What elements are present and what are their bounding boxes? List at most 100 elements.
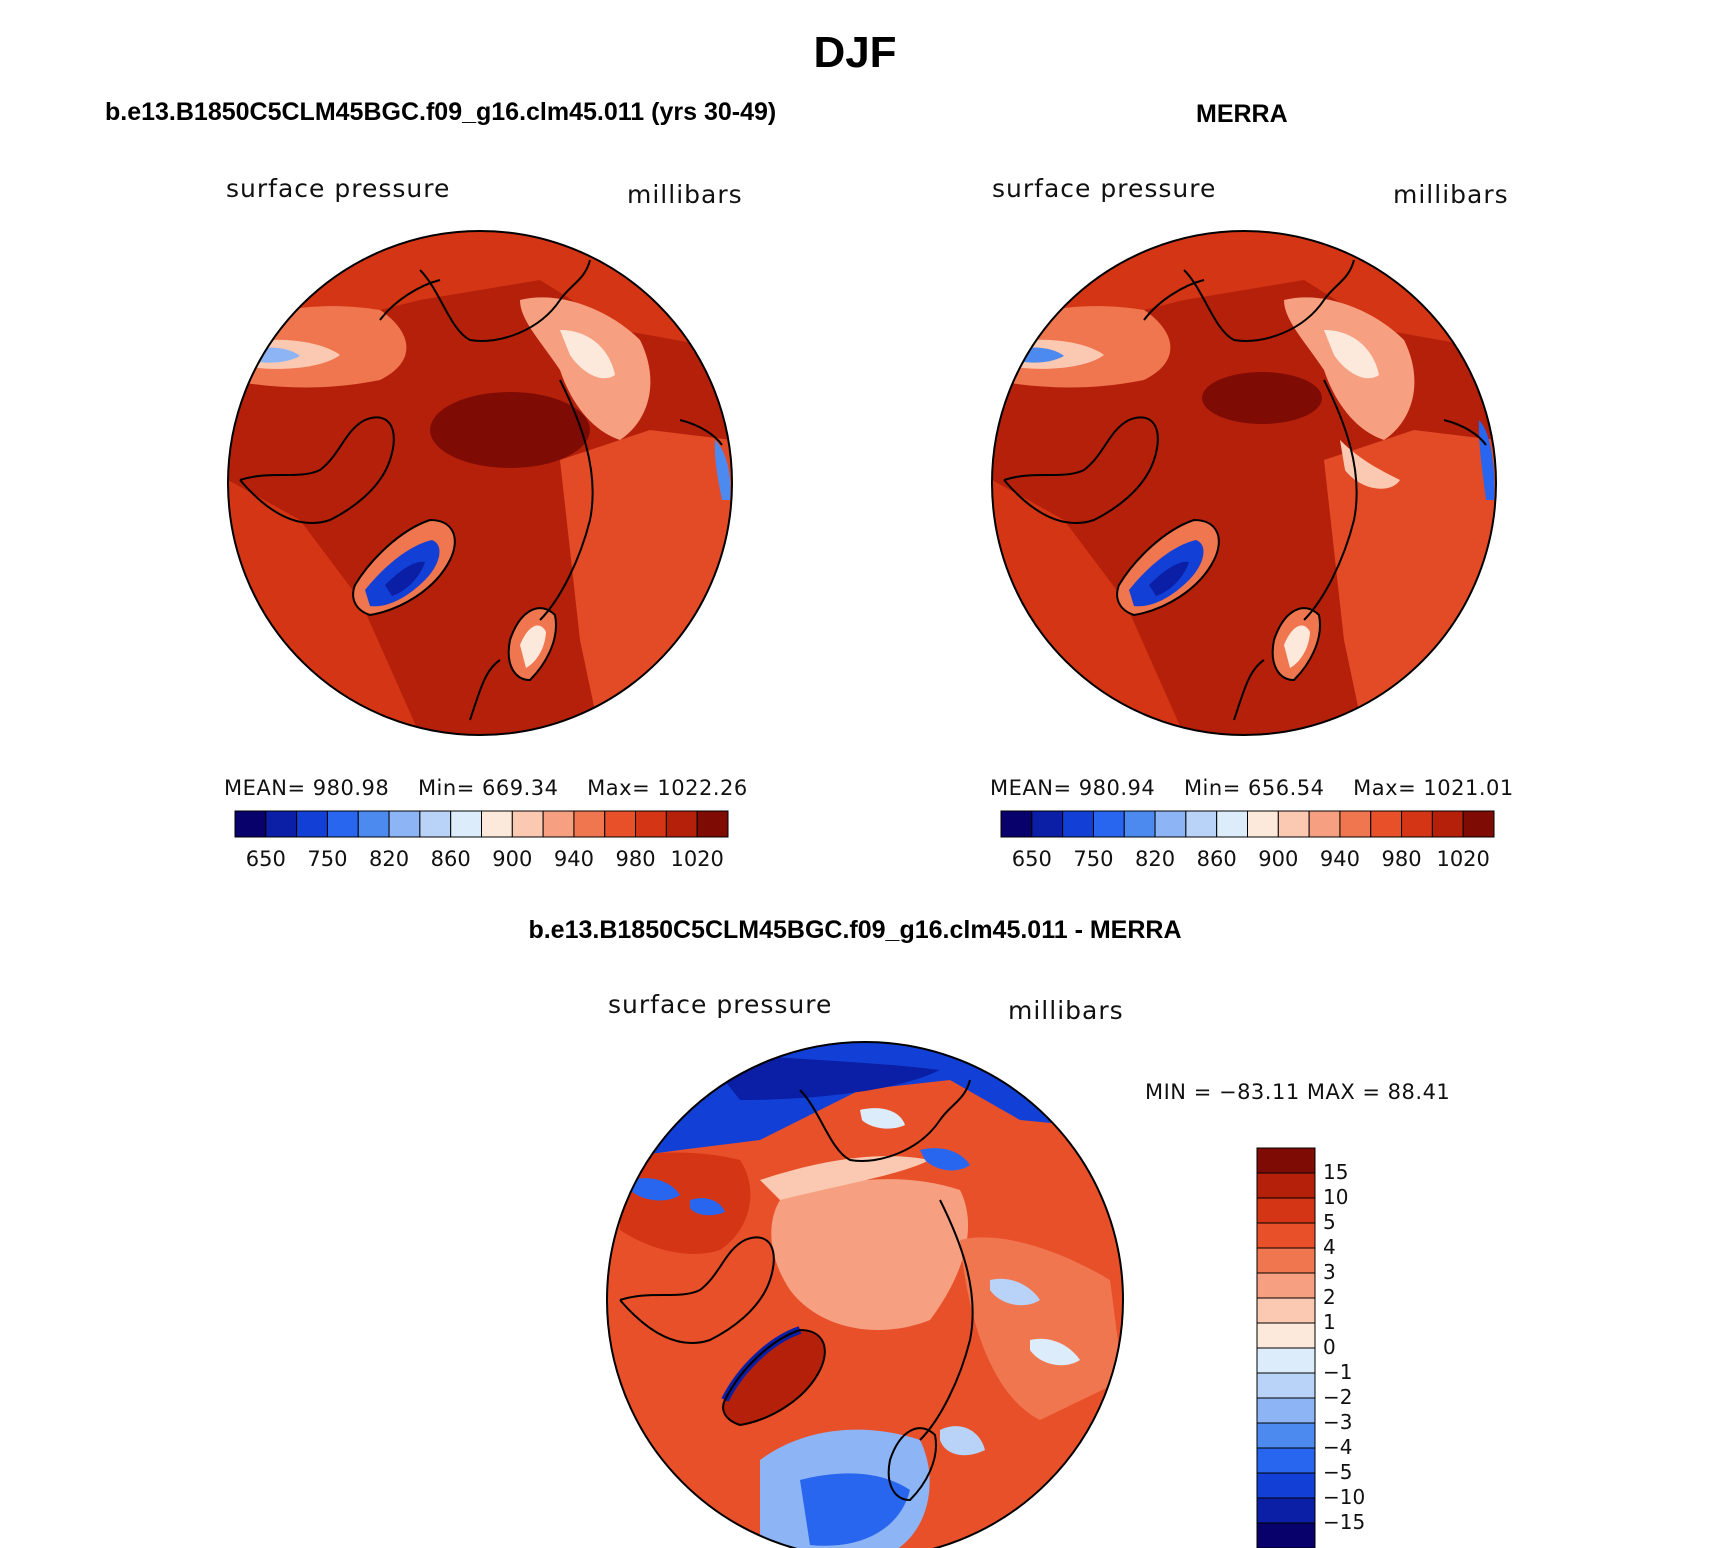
colorbar-tick-label: 980 [1381,847,1422,871]
colorbar-swatch [1123,810,1156,838]
colorbar-swatch [1431,810,1464,838]
units-label-model: millibars [627,180,743,209]
colorbar-swatch [1256,1197,1316,1224]
figure-title: DJF [813,28,897,77]
colorbar-swatch [1000,810,1033,838]
variable-label-merra: surface pressure [992,174,1217,203]
colorbar-swatch [1256,1172,1316,1199]
min-label: Min= [1183,776,1241,800]
colorbar-swatch [1256,1497,1316,1524]
colorbar-swatch [296,810,328,838]
colorbar-tick-label: 650 [1011,847,1052,871]
colorbar-tick-label: 750 [1073,847,1114,871]
mean-label: MEAN= [224,776,306,800]
colorbar-swatch [1256,1372,1316,1399]
mean-value: 980.94 [1078,776,1156,800]
min-label: Min= [417,776,475,800]
colorbar-swatch [1462,810,1495,838]
colorbar-tick-label: 940 [1319,847,1360,871]
colorbar-swatch [1256,1147,1316,1174]
min-value: 669.34 [481,776,559,800]
colorbar-model [234,810,729,838]
variable-label-model: surface pressure [226,174,451,203]
colorbar-swatch [1256,1522,1316,1548]
colorbar-swatch [1256,1222,1316,1249]
colorbar-tick-label: 820 [369,847,410,871]
colorbar-tick-label: 980 [615,847,656,871]
panel-title-difference: b.e13.B1850C5CLM45BGC.f09_g16.clm45.011 … [528,916,1182,944]
stats-model: MEAN= 980.98 Min= 669.34 Max= 1022.26 [224,776,748,800]
colorbar-swatch [1216,810,1248,838]
colorbar-label: 4 [1323,1235,1336,1259]
colorbar-label: 0 [1323,1335,1336,1359]
colorbar-tick-label: 1020 [670,847,724,871]
colorbar-label: 10 [1323,1185,1349,1209]
colorbar-tick-label: 940 [553,847,594,871]
colorbar-merra [1000,810,1495,838]
colorbar-difference [1256,1147,1316,1548]
colorbar-swatch [1256,1397,1316,1424]
colorbar-swatch [1401,810,1433,838]
colorbar-swatch [419,810,452,838]
mean-value: 980.98 [312,776,390,800]
stats-difference: MIN = −83.11 MAX = 88.41 [1145,1080,1451,1104]
colorbar-swatch [665,810,698,838]
colorbar-swatch [604,810,637,838]
polar-map-merra [991,230,1497,736]
colorbar-swatch [1247,810,1279,838]
colorbar-tick-label: 900 [492,847,533,871]
colorbar-swatch [1154,810,1187,838]
colorbar-swatch [1256,1272,1316,1299]
units-label-merra: millibars [1393,180,1509,209]
colorbar-swatch [1256,1247,1316,1274]
colorbar-swatch [481,810,513,838]
colorbar-swatch [696,810,729,838]
colorbar-tick-label: 900 [1258,847,1299,871]
colorbar-swatch [1256,1322,1316,1349]
colorbar-label: −10 [1323,1485,1366,1509]
variable-label-difference: surface pressure [608,990,833,1019]
colorbar-swatch [450,810,482,838]
colorbar-swatch [1256,1447,1316,1474]
colorbar-label: 3 [1323,1260,1336,1284]
colorbar-tick-label: 860 [430,847,471,871]
colorbar-swatch [1062,810,1094,838]
colorbar-label: 1 [1323,1310,1336,1334]
colorbar-swatch [1185,810,1218,838]
colorbar-label: 5 [1323,1210,1336,1234]
colorbar-swatch [234,810,267,838]
panel-title-merra: MERRA [1196,100,1288,128]
min-value: 656.54 [1247,776,1325,800]
polar-map-difference [606,1041,1124,1548]
colorbar-label: −2 [1323,1385,1353,1409]
colorbar-swatch [1308,810,1341,838]
colorbar-label: 2 [1323,1285,1336,1309]
colorbar-swatch [1256,1422,1316,1449]
colorbar-swatch [357,810,390,838]
colorbar-swatch [542,810,575,838]
units-label-difference: millibars [1008,996,1124,1025]
colorbar-swatch [1256,1297,1316,1324]
colorbar-tick-label: 650 [245,847,286,871]
colorbar-swatch [265,810,298,838]
colorbar-label: 15 [1323,1160,1349,1184]
max-value: 1022.26 [657,776,748,800]
colorbar-swatch [511,810,544,838]
colorbar-swatch [1370,810,1403,838]
max-label: Max= [587,776,651,800]
colorbar-tick-label: 750 [307,847,348,871]
colorbar-label: −4 [1323,1435,1353,1459]
colorbar-swatch [1277,810,1310,838]
colorbar-tick-label: 860 [1196,847,1237,871]
colorbar-swatch [1339,810,1372,838]
colorbar-swatch [326,810,359,838]
colorbar-swatch [573,810,606,838]
panel-title-model: b.e13.B1850C5CLM45BGC.f09_g16.clm45.011 … [105,98,777,126]
mean-label: MEAN= [990,776,1072,800]
colorbar-label: −5 [1323,1460,1353,1484]
colorbar-swatch [1031,810,1064,838]
colorbar-swatch [1256,1472,1316,1499]
colorbar-swatch [1092,810,1125,838]
colorbar-label: −1 [1323,1360,1353,1384]
